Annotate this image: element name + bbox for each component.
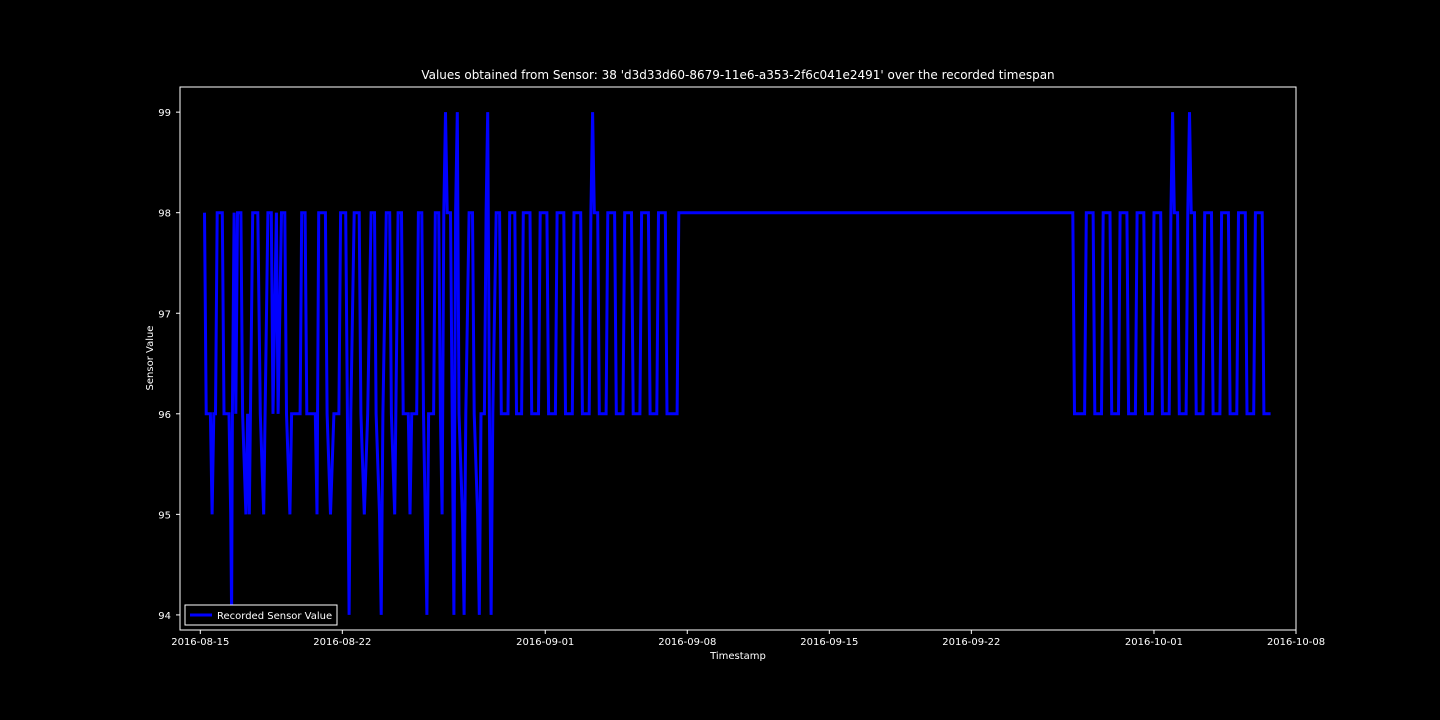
- x-axis: 2016-08-15 2016-08-22 2016-09-01 2016-09-08…: [171, 630, 1325, 648]
- legend-box: [184, 604, 338, 626]
- x-tick-label: 2016-08-15: [171, 637, 229, 648]
- y-tick-label: 94: [158, 611, 171, 622]
- legend: Recorded Sensor Value: [184, 604, 338, 626]
- x-tick-label: 2016-10-08: [1267, 637, 1325, 648]
- x-tick-label: 2016-08-22: [313, 637, 371, 648]
- x-tick-label: 2016-09-15: [800, 637, 858, 648]
- chart-title: Values obtained from Sensor: 38 'd3d33d6…: [421, 68, 1054, 82]
- x-tick-label: 2016-09-22: [942, 637, 1000, 648]
- x-axis-label: Timestamp: [709, 651, 766, 662]
- series-line-0: [203, 112, 1271, 615]
- y-tick-label: 99: [158, 108, 171, 119]
- x-tick-label: 2016-10-01: [1125, 637, 1183, 648]
- x-tick-label: 2016-09-01: [516, 637, 574, 648]
- y-axis-label: Sensor Value: [145, 326, 156, 391]
- y-axis: 94 95 96 97 98 99: [158, 108, 180, 622]
- y-tick-label: 96: [158, 410, 171, 421]
- y-tick-label: 97: [158, 309, 171, 320]
- y-tick-label: 98: [158, 209, 171, 220]
- series-group: [203, 112, 1271, 615]
- legend-label: Recorded Sensor Value: [217, 611, 332, 622]
- x-tick-label: 2016-09-08: [658, 637, 716, 648]
- y-tick-label: 95: [158, 510, 171, 521]
